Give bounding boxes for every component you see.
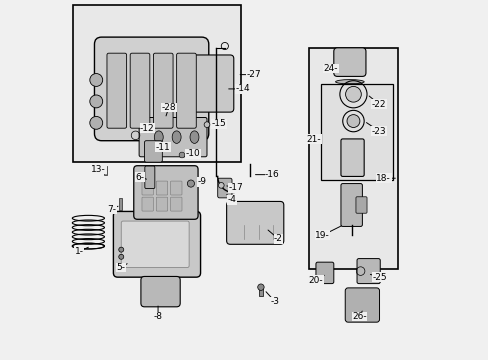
- FancyBboxPatch shape: [217, 178, 231, 198]
- Text: -10: -10: [185, 149, 200, 158]
- FancyBboxPatch shape: [176, 53, 196, 128]
- Bar: [258, 286, 263, 296]
- Ellipse shape: [339, 88, 360, 93]
- FancyBboxPatch shape: [355, 197, 366, 213]
- Circle shape: [90, 95, 102, 108]
- Ellipse shape: [154, 131, 163, 143]
- Text: 20-: 20-: [308, 275, 323, 284]
- Bar: [119, 198, 122, 210]
- Text: -14: -14: [235, 84, 249, 93]
- FancyBboxPatch shape: [142, 197, 153, 211]
- Text: -22: -22: [371, 100, 386, 109]
- FancyBboxPatch shape: [141, 276, 180, 307]
- FancyBboxPatch shape: [356, 258, 380, 284]
- Bar: [321, 84, 392, 180]
- Circle shape: [90, 116, 102, 129]
- Text: -17: -17: [228, 183, 243, 192]
- Text: -28: -28: [161, 103, 176, 112]
- FancyBboxPatch shape: [144, 141, 162, 162]
- FancyBboxPatch shape: [94, 37, 208, 141]
- Circle shape: [119, 265, 123, 270]
- Bar: [308, 48, 397, 269]
- Text: 7-: 7-: [107, 205, 116, 214]
- Text: -2: -2: [273, 234, 282, 243]
- Text: 13-: 13-: [91, 165, 106, 174]
- FancyBboxPatch shape: [170, 197, 182, 211]
- Text: -16: -16: [264, 170, 279, 179]
- Text: 21-: 21-: [306, 135, 321, 144]
- FancyBboxPatch shape: [333, 48, 365, 76]
- FancyBboxPatch shape: [107, 53, 126, 128]
- FancyBboxPatch shape: [170, 181, 182, 195]
- FancyBboxPatch shape: [156, 181, 167, 195]
- Circle shape: [257, 284, 264, 291]
- Ellipse shape: [337, 84, 362, 88]
- FancyBboxPatch shape: [139, 117, 206, 157]
- Text: 6-: 6-: [135, 173, 144, 182]
- Circle shape: [90, 73, 102, 86]
- FancyBboxPatch shape: [156, 197, 167, 211]
- FancyBboxPatch shape: [134, 166, 198, 219]
- FancyBboxPatch shape: [340, 184, 362, 226]
- Circle shape: [179, 152, 184, 158]
- Ellipse shape: [190, 131, 199, 143]
- FancyBboxPatch shape: [315, 262, 333, 284]
- Circle shape: [119, 254, 123, 259]
- FancyBboxPatch shape: [144, 166, 155, 189]
- FancyBboxPatch shape: [226, 202, 283, 244]
- Circle shape: [203, 122, 209, 127]
- Text: 18-: 18-: [376, 174, 390, 183]
- Text: -15: -15: [211, 119, 225, 128]
- Circle shape: [119, 247, 123, 252]
- Circle shape: [345, 86, 361, 102]
- Text: 5-: 5-: [117, 263, 125, 272]
- Circle shape: [346, 114, 359, 127]
- Text: -23: -23: [371, 127, 386, 136]
- Text: -8: -8: [153, 312, 162, 321]
- Text: -3: -3: [270, 297, 279, 306]
- Circle shape: [218, 183, 224, 188]
- Ellipse shape: [335, 80, 364, 84]
- FancyBboxPatch shape: [340, 139, 364, 176]
- FancyBboxPatch shape: [113, 211, 200, 277]
- Bar: [104, 166, 107, 175]
- Ellipse shape: [172, 131, 181, 143]
- FancyBboxPatch shape: [142, 181, 153, 195]
- Text: -27: -27: [245, 70, 260, 79]
- FancyBboxPatch shape: [190, 55, 233, 112]
- Text: -11: -11: [155, 143, 170, 152]
- Text: 24-: 24-: [323, 64, 338, 73]
- FancyBboxPatch shape: [130, 53, 149, 128]
- Text: -9: -9: [197, 177, 206, 186]
- Text: -25: -25: [371, 273, 386, 282]
- Text: -12: -12: [140, 124, 154, 133]
- Text: 1-: 1-: [75, 247, 83, 256]
- FancyBboxPatch shape: [153, 53, 173, 128]
- FancyBboxPatch shape: [345, 288, 379, 322]
- FancyBboxPatch shape: [121, 221, 189, 267]
- Text: 19-: 19-: [314, 231, 329, 240]
- Bar: [73, 5, 241, 162]
- Text: -4: -4: [227, 195, 236, 204]
- Circle shape: [187, 180, 194, 187]
- Text: 26-: 26-: [351, 312, 366, 321]
